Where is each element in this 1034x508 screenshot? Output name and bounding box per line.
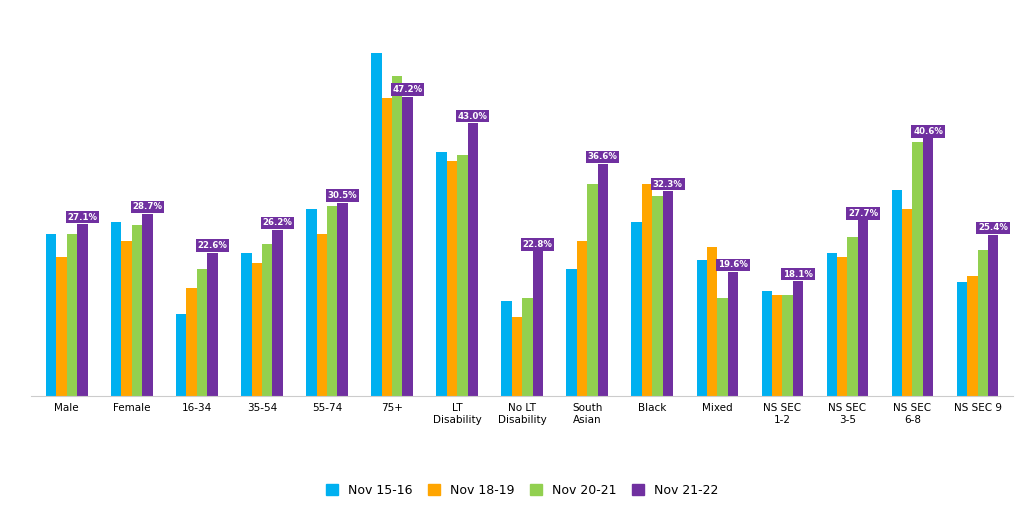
Bar — [207, 253, 218, 396]
Bar — [967, 276, 977, 396]
Bar — [728, 272, 738, 396]
Bar — [663, 191, 673, 396]
Text: 28.7%: 28.7% — [132, 203, 162, 211]
Bar — [457, 155, 467, 396]
Text: 36.6%: 36.6% — [588, 152, 617, 162]
Legend: Nov 15-16, Nov 18-19, Nov 20-21, Nov 21-22: Nov 15-16, Nov 18-19, Nov 20-21, Nov 21-… — [326, 484, 719, 497]
Bar — [272, 230, 282, 396]
Text: 30.5%: 30.5% — [328, 191, 358, 200]
Bar — [697, 260, 707, 396]
Bar — [772, 295, 783, 396]
Bar — [567, 269, 577, 396]
Bar — [67, 234, 78, 396]
Bar — [598, 164, 608, 396]
Bar — [783, 295, 793, 396]
Bar — [306, 209, 316, 396]
Bar — [848, 238, 858, 396]
Bar — [241, 253, 251, 396]
Bar — [902, 209, 912, 396]
Bar — [762, 292, 772, 396]
Bar — [371, 53, 382, 396]
Text: 27.1%: 27.1% — [67, 213, 97, 221]
Bar — [196, 269, 207, 396]
Bar — [652, 196, 663, 396]
Bar — [402, 97, 413, 396]
Bar — [826, 253, 838, 396]
Bar — [111, 221, 121, 396]
Bar — [251, 263, 262, 396]
Bar — [587, 183, 598, 396]
Bar — [45, 234, 57, 396]
Text: 22.6%: 22.6% — [197, 241, 227, 250]
Text: 43.0%: 43.0% — [458, 112, 488, 121]
Bar — [382, 98, 392, 396]
Bar — [707, 247, 718, 396]
Bar — [956, 282, 967, 396]
Bar — [337, 203, 347, 396]
Bar — [392, 76, 402, 396]
Bar — [316, 234, 327, 396]
Bar — [512, 317, 522, 396]
Bar — [327, 206, 337, 396]
Text: 18.1%: 18.1% — [783, 270, 813, 279]
Bar — [436, 152, 447, 396]
Bar — [262, 244, 272, 396]
Bar — [858, 220, 869, 396]
Bar — [143, 214, 153, 396]
Bar — [501, 301, 512, 396]
Bar — [838, 257, 848, 396]
Text: 47.2%: 47.2% — [393, 85, 423, 94]
Bar — [977, 250, 987, 396]
Bar — [57, 257, 67, 396]
Bar — [78, 224, 88, 396]
Bar — [642, 183, 652, 396]
Bar — [987, 235, 999, 396]
Bar — [522, 298, 533, 396]
Bar — [577, 241, 587, 396]
Text: 22.8%: 22.8% — [523, 240, 553, 249]
Bar — [447, 162, 457, 396]
Bar — [632, 221, 642, 396]
Text: 32.3%: 32.3% — [652, 180, 682, 188]
Bar — [132, 225, 143, 396]
Bar — [176, 313, 186, 396]
Text: 19.6%: 19.6% — [718, 260, 748, 269]
Bar — [891, 190, 902, 396]
Bar — [467, 123, 478, 396]
Text: 26.2%: 26.2% — [263, 218, 293, 228]
Text: 40.6%: 40.6% — [913, 127, 943, 136]
Bar — [912, 142, 923, 396]
Bar — [121, 241, 132, 396]
Bar — [186, 289, 196, 396]
Bar — [793, 281, 803, 396]
Bar — [718, 298, 728, 396]
Bar — [923, 139, 934, 396]
Text: 25.4%: 25.4% — [978, 224, 1008, 233]
Text: 27.7%: 27.7% — [848, 209, 878, 218]
Bar — [533, 251, 543, 396]
